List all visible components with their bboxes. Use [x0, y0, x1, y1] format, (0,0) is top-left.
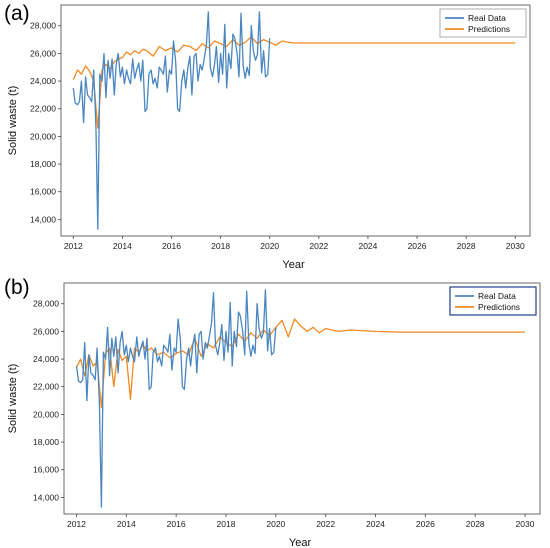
- y-tick-label: 14,000: [30, 214, 56, 224]
- x-tick-label: 2020: [266, 519, 285, 529]
- y-tick-label: 24,000: [33, 354, 59, 364]
- y-tick-label: 14,000: [33, 492, 59, 502]
- x-tick-label: 2018: [217, 519, 236, 529]
- y-axis-title: Solid waste (t): [7, 86, 19, 156]
- x-tick-label: 2020: [260, 241, 279, 251]
- y-tick-label: 26,000: [33, 326, 59, 336]
- y-tick-label: 18,000: [30, 159, 56, 169]
- series-line-real-data: [72, 11, 271, 230]
- legend-box: [449, 286, 537, 316]
- x-tick-label: 2014: [113, 241, 132, 251]
- x-tick-label: 2012: [64, 241, 83, 251]
- legend-label-predictions: Predictions: [478, 302, 520, 312]
- chart-b: 14,000 16,000 18,000 20,000 22,000 24,000 26,0…: [7, 282, 541, 548]
- x-tick-label: 2012: [67, 519, 86, 529]
- legend-label-predictions: Predictions: [468, 24, 510, 34]
- x-tick-label: 2016: [162, 241, 181, 251]
- x-tick-label: 2022: [316, 519, 335, 529]
- y-tick-label: 20,000: [30, 131, 56, 141]
- y-tick-label: 16,000: [30, 187, 56, 197]
- panel-label: (a): [4, 2, 30, 25]
- legend-label-real-data: Real Data: [468, 13, 506, 23]
- legend-label-real-data: Real Data: [478, 291, 516, 301]
- y-tick-label: 16,000: [33, 465, 59, 475]
- y-tick-label: 24,000: [30, 76, 56, 86]
- series-line-real-data: [75, 289, 277, 508]
- y-axis-title: Solid waste (t): [7, 364, 19, 434]
- x-tick-label: 2022: [309, 241, 328, 251]
- y-tick-label: 28,000: [33, 299, 59, 309]
- x-tick-label: 2014: [117, 519, 136, 529]
- y-tick-label: 20,000: [33, 409, 59, 419]
- x-tick-label: 2024: [358, 241, 377, 251]
- plot-frame: [63, 282, 541, 515]
- y-tick-label: 22,000: [30, 104, 56, 114]
- y-tick-label: 26,000: [30, 48, 56, 58]
- x-tick-label: 2030: [506, 241, 525, 251]
- y-tick-label: 18,000: [33, 437, 59, 447]
- chart-a: 14,000 16,000 18,000 20,000 22,000 24,000 26,0…: [7, 4, 531, 271]
- legend-box: [439, 8, 527, 38]
- panel-label: (b): [4, 276, 30, 299]
- plot-frame: [60, 4, 531, 237]
- x-tick-label: 2026: [408, 241, 427, 251]
- x-tick-label: 2024: [366, 519, 385, 529]
- panel-a: (a) 14,000 16,000 18,000 20,000 22,000 24,000…: [4, 2, 531, 271]
- x-axis-title: Year: [282, 259, 305, 271]
- x-tick-label: 2028: [457, 241, 476, 251]
- panel-b: (b) 14,000 16,000 18,000 20,000 22,000 24,000…: [0, 274, 550, 548]
- x-tick-label: 2028: [466, 519, 485, 529]
- series-line-predictions: [72, 36, 516, 129]
- x-tick-label: 2016: [167, 519, 186, 529]
- x-tick-label: 2030: [516, 519, 535, 529]
- series-line-predictions: [75, 318, 525, 409]
- y-tick-label: 28,000: [30, 21, 56, 31]
- x-axis-title: Year: [289, 537, 312, 548]
- x-tick-label: 2018: [211, 241, 230, 251]
- y-tick-label: 22,000: [33, 382, 59, 392]
- x-tick-label: 2026: [416, 519, 435, 529]
